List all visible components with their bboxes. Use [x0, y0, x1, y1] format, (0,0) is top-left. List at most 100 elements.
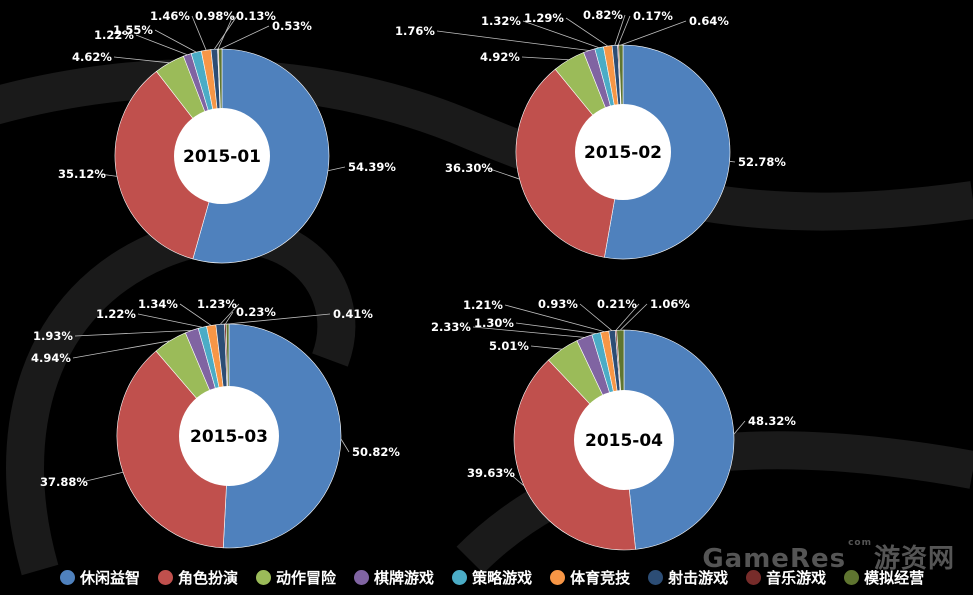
- data-label: 1.76%: [395, 24, 435, 38]
- data-label: 48.32%: [748, 414, 796, 428]
- leader-line: [486, 167, 520, 180]
- data-label: 0.21%: [597, 297, 637, 311]
- leader-line: [113, 56, 170, 64]
- legend-label: 射击游戏: [668, 568, 729, 587]
- legend: 休闲益智 角色扮演 动作冒险 棋牌游戏 策略游戏 体育竞技 射击游戏 音乐游戏 模拟经营: [60, 564, 960, 590]
- leader-line: [504, 304, 605, 333]
- legend-label: 体育竞技: [570, 568, 631, 587]
- legend-swatch: [550, 569, 566, 585]
- legend-item: 动作冒险: [256, 567, 336, 588]
- legend-swatch: [60, 569, 75, 585]
- legend-swatch: [648, 569, 664, 585]
- leader-line: [620, 303, 648, 331]
- leader-line: [137, 313, 203, 328]
- data-label: 1.34%: [138, 297, 178, 311]
- data-label: 0.82%: [583, 8, 623, 22]
- legend-item: 策略游戏: [452, 567, 532, 588]
- leader-line: [617, 15, 631, 46]
- pie-center: [179, 386, 279, 486]
- watermark-cn: 游资网: [873, 544, 955, 574]
- leader-line: [179, 303, 212, 326]
- leader-line: [620, 20, 687, 46]
- pie-chart: 54.39% 35.12% 4.62% 1.22%1.55%1.46% 0.98% 0.1…: [58, 9, 396, 264]
- data-label: 0.64%: [689, 14, 729, 28]
- data-label: 54.39%: [348, 160, 396, 174]
- legend-label: 模拟经营: [864, 568, 925, 587]
- leader-line: [340, 438, 350, 453]
- legend-item: 休闲益智: [60, 567, 140, 588]
- legend-swatch: [452, 569, 468, 585]
- data-label: 0.13%: [236, 9, 276, 23]
- data-label: 0.17%: [633, 9, 673, 23]
- data-label: 5.01%: [489, 339, 529, 353]
- pie-center-label: 2015-03: [190, 427, 268, 447]
- leader-line: [614, 14, 626, 46]
- data-label: 1.29%: [524, 11, 564, 25]
- leader-line: [154, 29, 197, 53]
- leader-line: [436, 30, 590, 51]
- data-label: 1.46%: [150, 9, 190, 23]
- legend-swatch: [746, 569, 762, 585]
- pie-slice: [623, 329, 735, 550]
- leader-line: [224, 311, 234, 325]
- data-label: 1.23%: [197, 297, 237, 311]
- legend-swatch: [354, 569, 370, 585]
- leader-line: [99, 173, 118, 177]
- leader-line: [515, 322, 597, 334]
- legend-item: 体育竞技: [550, 567, 630, 588]
- leader-line: [327, 166, 346, 172]
- pie-slice: [116, 350, 230, 549]
- leader-line: [733, 420, 746, 435]
- legend-item: 角色扮演: [158, 567, 238, 588]
- leader-line: [472, 326, 585, 338]
- leader-line: [521, 56, 569, 61]
- leader-line: [74, 329, 192, 337]
- legend-item: 音乐游戏: [746, 567, 826, 588]
- data-label: 0.41%: [333, 307, 373, 321]
- leader-line: [227, 313, 331, 325]
- data-label: 52.78%: [738, 155, 786, 169]
- data-label: 0.93%: [538, 297, 578, 311]
- legend-swatch: [158, 569, 174, 585]
- data-label: 1.06%: [650, 297, 690, 311]
- data-label: 1.21%: [463, 298, 503, 312]
- pie-center: [575, 104, 671, 200]
- legend-swatch: [256, 569, 272, 585]
- data-label: 37.88%: [40, 475, 88, 489]
- pie-chart: 50.82% 37.88% 4.94% 1.93% 1.22%1.34% 1.23%0.2…: [31, 297, 400, 549]
- data-label: 4.94%: [31, 351, 71, 365]
- data-label: 1.22%: [94, 28, 134, 42]
- pie-center: [574, 390, 674, 490]
- watermark-domain: com: [848, 538, 872, 548]
- leader-line: [579, 303, 613, 331]
- leader-line: [522, 20, 600, 49]
- watermark: GameRescom游资网: [702, 538, 955, 575]
- leader-line: [615, 303, 640, 331]
- data-label: 1.55%: [113, 23, 153, 37]
- data-label: 1.22%: [96, 307, 136, 321]
- pie-center-label: 2015-01: [183, 147, 261, 167]
- leader-line: [530, 345, 562, 350]
- data-label: 4.92%: [480, 50, 520, 64]
- pie-center-label: 2015-02: [584, 143, 662, 163]
- legend-label: 休闲益智: [80, 568, 141, 587]
- pie-chart: 52.78% 36.30% 4.92% 1.76% 1.32% 1.29% 0.82% 0.1…: [395, 8, 786, 260]
- data-label: 2.33%: [431, 320, 471, 334]
- leader-line: [191, 15, 207, 51]
- pie-slice: [515, 68, 624, 258]
- leader-line: [729, 160, 736, 163]
- watermark-brand: GameRes: [702, 544, 847, 574]
- legend-item: 模拟经营: [844, 567, 924, 588]
- legend-label: 策略游戏: [472, 568, 533, 587]
- leader-line: [219, 303, 240, 325]
- legend-item: 棋牌游戏: [354, 567, 434, 588]
- data-label: 35.12%: [58, 167, 106, 181]
- legend-label: 音乐游戏: [766, 568, 827, 587]
- data-label: 36.30%: [445, 161, 493, 175]
- legend-item: 射击游戏: [648, 567, 728, 588]
- legend-label: 角色扮演: [178, 568, 239, 587]
- data-label: 1.30%: [474, 316, 514, 330]
- leader-line: [508, 472, 525, 487]
- data-label: 0.98%: [195, 9, 235, 23]
